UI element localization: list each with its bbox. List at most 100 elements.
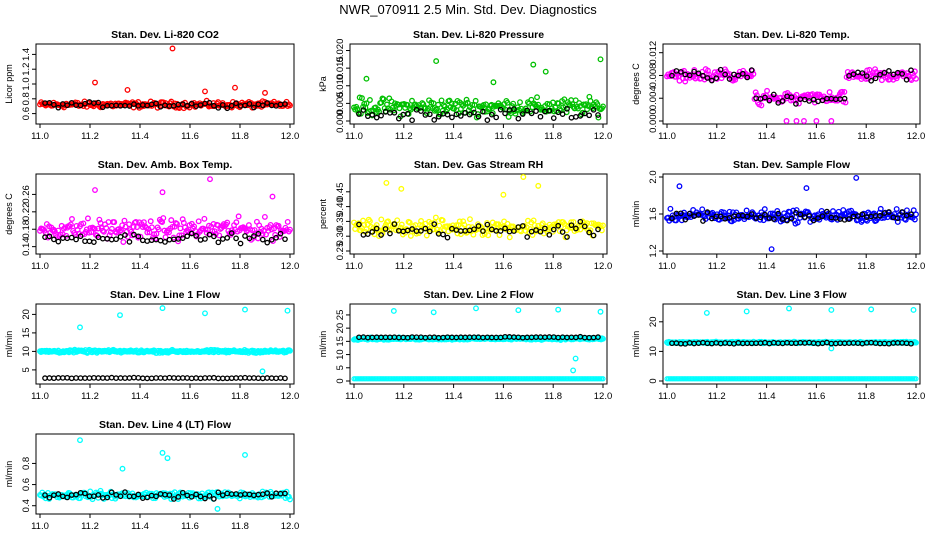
reference-point [282,375,288,382]
reference-point [224,105,231,112]
data-point [354,106,361,113]
reference-point [99,375,106,381]
reference-point [237,375,244,381]
reference-point [68,99,75,106]
x-tick-label: 12.0 [281,391,300,402]
reference-point [157,237,164,244]
x-tick-label: 11.0 [658,131,676,142]
reference-point [215,375,222,382]
reference-point [246,375,253,381]
reference-point [55,238,62,245]
reference-point [550,226,557,233]
data-point [585,103,592,110]
reference-point [533,108,539,114]
x-tick-label: 11.6 [181,521,199,532]
reference-point [595,226,601,233]
data-point [211,228,218,235]
reference-point [686,210,693,217]
y-tick-label: 5 [21,367,32,372]
x-tick-label: 11.0 [31,261,49,272]
y-axis-label: ml/min [4,461,14,488]
data-point [287,226,293,233]
reference-point [219,102,226,108]
panel-title: Stan. Dev. Li-820 Temp. [733,29,849,41]
data-point [600,222,606,229]
reference-point [162,239,168,245]
data-point [126,221,132,228]
y-tick-label: 0.8 [21,457,32,470]
y-tick-label: 20 [21,309,32,320]
outlier-point [743,308,750,315]
reference-point [282,101,288,107]
data-point [432,214,439,221]
x-tick-label: 11.8 [544,261,562,272]
reference-point [282,490,288,497]
reference-point [502,225,508,232]
reference-point [484,221,491,228]
reference-point [153,375,159,381]
reference-point [211,102,217,109]
reference-point [148,375,155,382]
x-tick-label: 11.4 [758,261,776,272]
panel-2: Stan. Dev. Li-820 Pressure kPa 11.0 11.2 11.… [318,29,612,142]
data-point [461,221,468,228]
reference-point [51,375,57,382]
x-tick-label: 11.2 [81,261,99,272]
reference-point [435,113,442,120]
reference-point [131,374,137,381]
reference-point [251,233,257,239]
data-point [584,106,591,113]
reference-point [471,109,477,116]
reference-point [126,375,133,381]
plot-frame [349,43,608,125]
x-tick-label: 11.8 [231,521,249,532]
reference-point [135,233,142,240]
data-point [841,88,848,95]
data-point [144,229,151,236]
data-point [363,100,370,107]
x-tick-label: 11.6 [495,391,513,402]
data-point [99,227,106,234]
y-tick-label: 0.45 [335,183,346,202]
reference-point [378,232,384,238]
reference-point [744,213,751,220]
reference-point [493,114,500,121]
reference-point [418,228,424,234]
data-point [464,99,471,106]
reference-point [480,108,486,115]
data-point [121,217,128,224]
reference-point [502,110,508,117]
reference-point [42,492,48,498]
reference-point [708,77,715,84]
reference-point [197,237,204,243]
y-tick-label: 0.008 [648,64,659,88]
reference-point [908,67,914,74]
reference-point [542,225,548,232]
reference-point [559,229,566,235]
reference-point [484,117,491,123]
outlier-point [803,185,810,192]
x-tick-label: 11.2 [395,261,413,272]
data-point [359,95,365,102]
reference-point [242,233,248,239]
y-tick-label: 2.0 [648,170,659,183]
reference-point [211,374,217,381]
outlier-point [828,118,835,124]
reference-point [251,104,257,111]
reference-point [242,374,248,381]
data-point [842,211,849,218]
reference-point [886,68,892,74]
y-tick-label: 0.14 [21,237,32,256]
reference-point [219,375,226,382]
data-point [284,218,291,225]
x-tick-label: 11.8 [544,391,562,402]
reference-point [908,211,914,218]
reference-point [144,494,151,501]
y-tick-label: 0.012 [648,41,659,65]
y-tick-label: 1.0 [21,77,32,90]
reference-point [228,102,235,109]
outlier-point [868,306,875,313]
y-axis-label: ml/min [318,331,328,358]
outlier-point [572,355,579,362]
